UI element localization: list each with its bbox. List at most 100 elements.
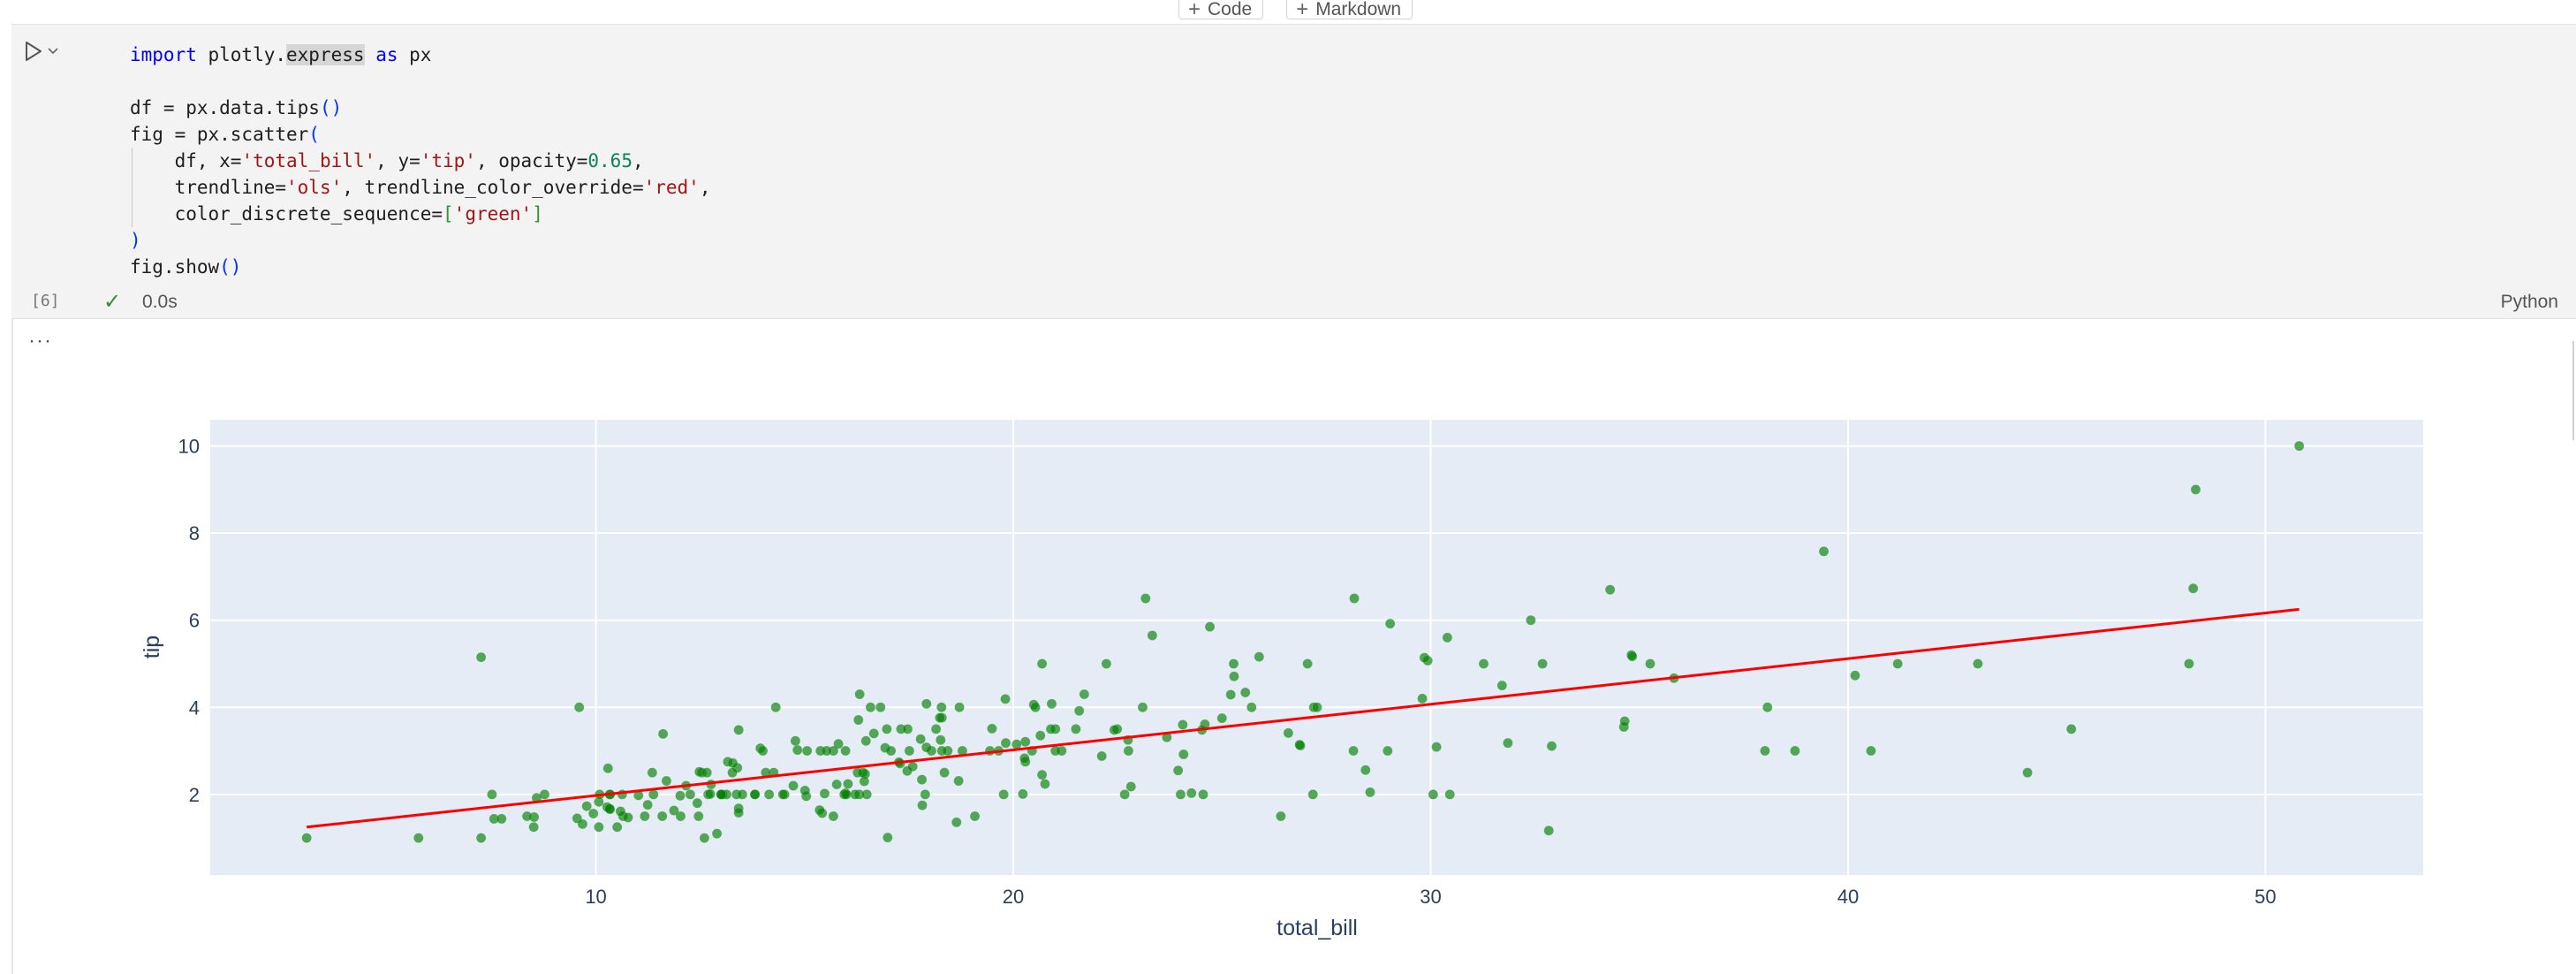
data-point[interactable] [2293,440,2305,452]
data-point[interactable] [1365,787,1375,798]
data-point[interactable] [930,724,942,734]
data-point[interactable] [1818,546,1830,557]
code-editor[interactable]: import plotly.express as px df = px.data… [68,25,2576,290]
data-point[interactable] [692,797,703,809]
data-point[interactable] [475,651,487,663]
data-point[interactable] [1973,658,1983,669]
data-point[interactable] [623,812,633,823]
data-point[interactable] [882,724,892,734]
data-point[interactable] [1760,745,1770,757]
data-point[interactable] [1239,687,1251,698]
data-point[interactable] [1348,745,1359,757]
data-point[interactable] [987,723,997,734]
data-point[interactable] [819,788,830,799]
data-point[interactable] [2065,724,2077,734]
data-point[interactable] [413,833,424,843]
data-point[interactable] [1109,725,1120,735]
output-menu-button[interactable]: ··· [28,329,52,353]
data-point[interactable] [1123,745,1134,757]
data-point[interactable] [581,801,592,811]
data-point[interactable] [840,745,851,757]
data-point[interactable] [1312,702,1322,713]
data-point[interactable] [1172,765,1184,776]
add-code-cell-button[interactable]: + Code [1178,0,1264,19]
data-point[interactable] [737,789,748,800]
data-point[interactable] [852,767,863,778]
data-point[interactable] [1850,670,1860,681]
data-point[interactable] [915,734,926,744]
data-point[interactable] [1762,702,1773,713]
data-point[interactable] [861,789,872,800]
data-point[interactable] [814,804,825,816]
data-point[interactable] [487,789,497,800]
data-point[interactable] [1011,739,1022,750]
data-point[interactable] [770,702,781,713]
data-point[interactable] [828,810,839,822]
data-point[interactable] [777,789,788,800]
data-point[interactable] [1543,825,1554,836]
data-point[interactable] [1276,810,1286,822]
data-point[interactable] [1246,702,1257,713]
data-point[interactable] [921,698,932,710]
data-point[interactable] [1442,632,1453,643]
data-point[interactable] [1045,724,1057,734]
data-point[interactable] [693,810,704,822]
data-point[interactable] [757,745,769,757]
data-point[interactable] [875,702,886,713]
data-point[interactable] [868,728,879,739]
data-point[interactable] [998,789,1009,800]
data-point[interactable] [920,789,931,800]
data-point[interactable] [1790,745,1800,757]
data-point[interactable] [675,790,686,802]
data-point[interactable] [2190,484,2201,495]
data-point[interactable] [711,828,723,839]
data-point[interactable] [799,785,811,796]
data-point[interactable] [1302,658,1313,669]
data-point[interactable] [865,702,876,713]
data-point[interactable] [1419,652,1430,663]
data-point[interactable] [661,775,672,787]
data-point[interactable] [1526,614,1536,626]
data-point[interactable] [657,728,669,740]
data-point[interactable] [935,712,945,723]
data-point[interactable] [727,757,739,769]
data-point[interactable] [733,807,744,818]
data-point[interactable] [647,767,658,778]
data-point[interactable] [1478,658,1489,669]
data-point[interactable] [843,779,853,789]
data-point[interactable] [953,775,964,787]
data-point[interactable] [1444,789,1455,800]
data-point[interactable] [969,810,981,822]
data-point[interactable] [528,822,539,833]
data-point[interactable] [1537,658,1548,669]
add-markdown-cell-button[interactable]: + Markdown [1286,0,1413,19]
data-point[interactable] [1228,658,1239,669]
data-point[interactable] [907,761,918,772]
data-point[interactable] [1384,618,1396,629]
data-point[interactable] [1866,745,1876,757]
data-point[interactable] [1216,712,1228,724]
data-point[interactable] [1125,781,1137,792]
data-point[interactable] [1283,727,1294,739]
data-point[interactable] [859,776,870,787]
data-point[interactable] [1073,705,1085,716]
data-point[interactable] [1178,719,1188,730]
data-point[interactable] [921,742,932,753]
data-point[interactable] [1049,745,1061,757]
data-point[interactable] [1096,750,1107,762]
data-point[interactable] [936,734,946,745]
data-point[interactable] [1307,789,1318,800]
data-point[interactable] [954,702,965,713]
chevron-down-icon[interactable] [47,47,59,56]
data-point[interactable] [727,767,738,778]
data-point[interactable] [1198,789,1208,800]
data-point[interactable] [1626,651,1638,662]
code-cell[interactable]: import plotly.express as px df = px.data… [11,24,2576,319]
data-point[interactable] [788,780,799,791]
data-point[interactable] [669,805,679,816]
data-point[interactable] [675,810,686,822]
data-point[interactable] [604,803,615,814]
data-point[interactable] [1496,680,1508,691]
data-point[interactable] [1619,716,1630,727]
data-point[interactable] [904,745,915,757]
